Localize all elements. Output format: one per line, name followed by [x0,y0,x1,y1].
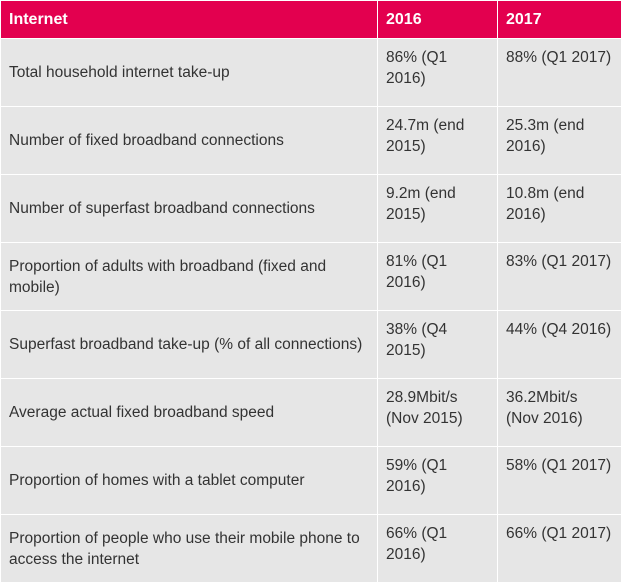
table-row: Superfast broadband take-up (% of all co… [1,311,621,379]
table-row: Proportion of adults with broadband (fix… [1,243,621,311]
value-cell: 86% (Q1 2016) [378,39,498,107]
row-label: Average actual fixed broadband speed [1,379,378,447]
row-label: Proportion of adults with broadband (fix… [1,243,378,311]
row-label: Proportion of homes with a tablet comput… [1,447,378,515]
value-cell: 59% (Q1 2016) [378,447,498,515]
value-cell: 25.3m (end 2016) [498,107,621,175]
value-cell: 44% (Q4 2016) [498,311,621,379]
header-cell: 2017 [498,1,621,39]
header-cell: Internet [1,1,378,39]
header-cell: 2016 [378,1,498,39]
table-row: Proportion of people who use their mobil… [1,515,621,583]
value-cell: 9.2m (end 2015) [378,175,498,243]
row-label: Number of fixed broadband connections [1,107,378,175]
value-cell: 66% (Q1 2016) [378,515,498,583]
value-cell: 10.8m (end 2016) [498,175,621,243]
row-label: Proportion of people who use their mobil… [1,515,378,583]
value-cell: 66% (Q1 2017) [498,515,621,583]
table-row: Proportion of homes with a tablet comput… [1,447,621,515]
value-cell: 36.2Mbit/s (Nov 2016) [498,379,621,447]
value-cell: 83% (Q1 2017) [498,243,621,311]
value-cell: 81% (Q1 2016) [378,243,498,311]
value-cell: 24.7m (end 2015) [378,107,498,175]
value-cell: 38% (Q4 2015) [378,311,498,379]
table-row: Number of superfast broadband connection… [1,175,621,243]
row-label: Total household internet take-up [1,39,378,107]
row-label: Number of superfast broadband connection… [1,175,378,243]
value-cell: 58% (Q1 2017) [498,447,621,515]
row-label: Superfast broadband take-up (% of all co… [1,311,378,379]
value-cell: 88% (Q1 2017) [498,39,621,107]
value-cell: 28.9Mbit/s (Nov 2015) [378,379,498,447]
